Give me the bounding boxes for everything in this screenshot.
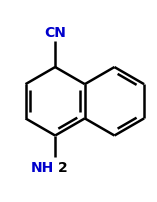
- Text: NH: NH: [30, 161, 54, 175]
- Text: 2: 2: [57, 161, 67, 175]
- Text: CN: CN: [44, 26, 66, 40]
